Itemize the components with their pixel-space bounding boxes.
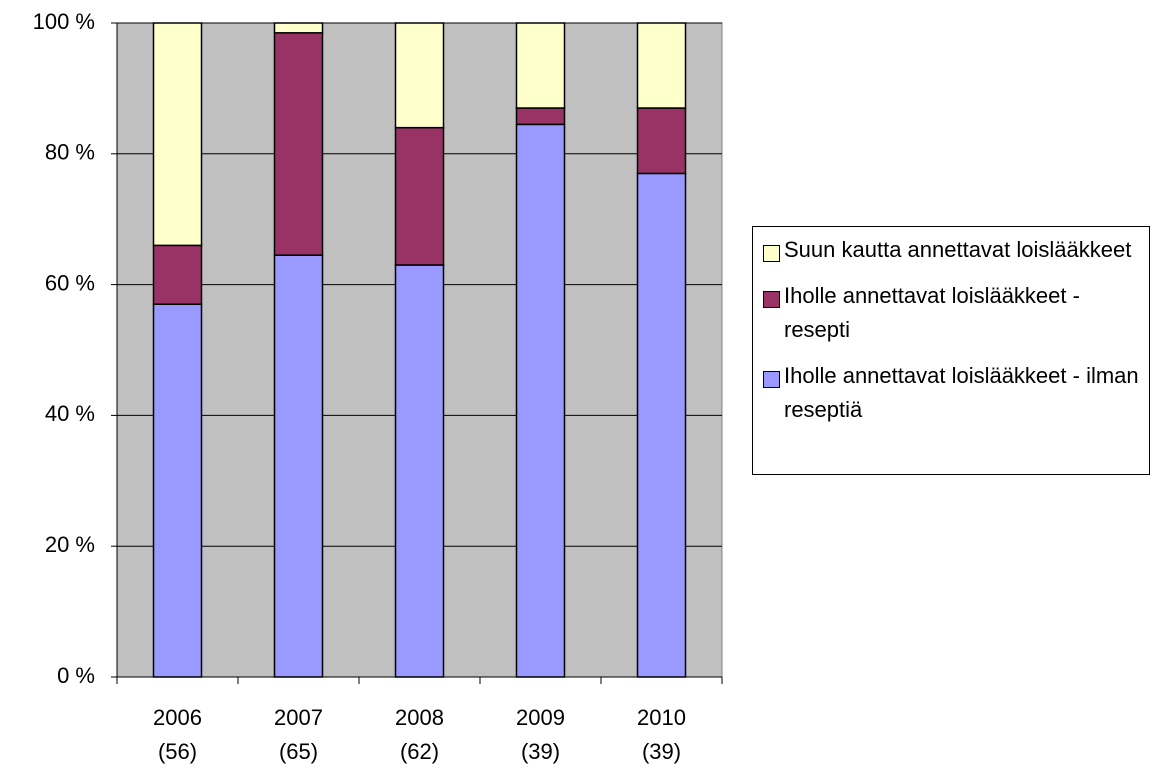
bar-segment — [515, 22, 566, 109]
legend-label: Suun kautta annettavat loislääkkeet — [784, 237, 1132, 262]
x-tick-label: 2008 (62) — [395, 705, 444, 764]
bar-segment — [636, 107, 687, 175]
bar-segment — [273, 254, 324, 678]
bar-segment — [394, 126, 445, 266]
legend-swatch — [763, 245, 780, 262]
legend-entry: Suun kautta annettavat loislääkkeet — [761, 233, 1141, 267]
legend-swatch — [763, 291, 780, 308]
bar-segment — [152, 303, 203, 678]
y-tick-label: 100 % — [33, 9, 95, 34]
y-tick-label: 20 % — [45, 532, 95, 557]
bar-segment — [273, 32, 324, 256]
bar-segment — [515, 123, 566, 678]
y-tick-label: 60 % — [45, 270, 95, 295]
bar-segment — [636, 22, 687, 109]
legend-entry: Iholle annettavat loislääkkeet - resepti — [761, 279, 1141, 347]
legend-swatch — [763, 371, 780, 388]
legend-label: Iholle annettavat loislääkkeet - resepti — [784, 283, 1080, 342]
bar-segment — [515, 107, 566, 126]
x-tick-label: 2007 (65) — [274, 705, 323, 764]
legend-label: Iholle annettavat loislääkkeet - ilman r… — [784, 363, 1139, 422]
y-tick-label: 0 % — [57, 663, 95, 688]
bar-segment — [394, 22, 445, 129]
bar-segment — [152, 244, 203, 305]
x-tick-label: 2010 (39) — [637, 705, 686, 764]
bar-segment — [273, 22, 324, 34]
y-tick-label: 40 % — [45, 401, 95, 426]
bar-segment — [394, 264, 445, 678]
bar-segment — [152, 22, 203, 247]
legend: Suun kautta annettavat loislääkkeet Iholl… — [752, 226, 1150, 475]
legend-entry: Iholle annettavat loislääkkeet - ilman r… — [761, 359, 1141, 427]
x-tick-label: 2006 (56) — [153, 705, 202, 764]
y-tick-label: 80 % — [45, 140, 95, 165]
bar-segment — [636, 172, 687, 678]
x-tick-label: 2009 (39) — [516, 705, 565, 764]
